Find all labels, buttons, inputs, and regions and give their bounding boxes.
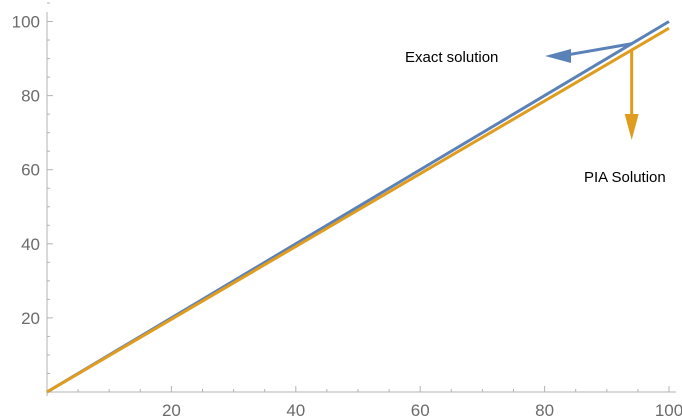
- x-tick-label: 20: [162, 401, 181, 418]
- x-tick-label: 100: [655, 401, 682, 418]
- x-tick-label: 40: [286, 401, 305, 418]
- x-tick-label: 60: [411, 401, 430, 418]
- y-tick-label: 100: [12, 13, 40, 32]
- y-tick-label: 40: [21, 235, 40, 254]
- annotation-layer: Exact solution PIA Solution: [405, 42, 666, 186]
- series-layer: [46, 20, 670, 394]
- exact-solution-arrow-head: [545, 49, 571, 63]
- series-line-pia: [46, 26, 670, 394]
- pia-solution-label: PIA Solution: [584, 169, 666, 186]
- y-tick-label: 60: [21, 161, 40, 180]
- exact-solution-arrow: [557, 42, 634, 58]
- pia-solution-arrow-head: [624, 114, 639, 140]
- axes: 20 40 60 80 100 20 40 60 80 100: [12, 2, 682, 418]
- x-tick-label: 80: [535, 401, 554, 418]
- y-tick-label: 20: [21, 309, 40, 328]
- exact-solution-label: Exact solution: [405, 49, 498, 66]
- y-tick-label: 80: [21, 87, 40, 106]
